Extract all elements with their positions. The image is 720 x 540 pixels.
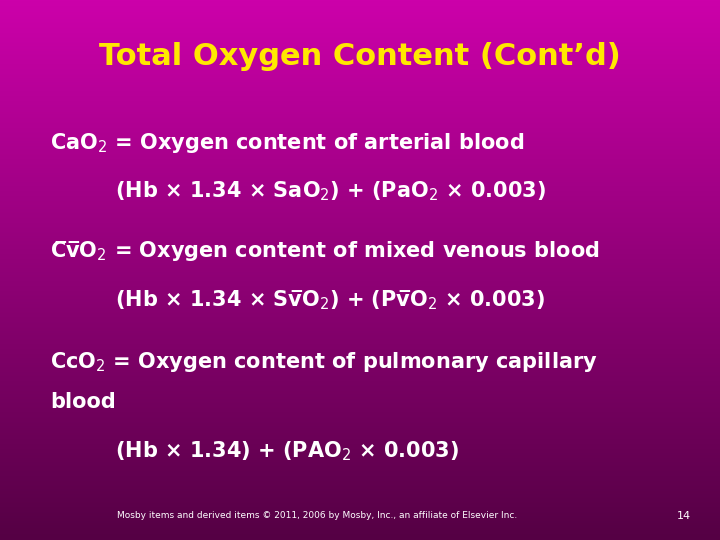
Text: Mosby items and derived items © 2011, 2006 by Mosby, Inc., an affiliate of Elsev: Mosby items and derived items © 2011, 20… (117, 511, 517, 520)
Text: CcO$_{2}$ = Oxygen content of pulmonary capillary: CcO$_{2}$ = Oxygen content of pulmonary … (50, 350, 598, 374)
Text: Total Oxygen Content (Cont’d): Total Oxygen Content (Cont’d) (99, 42, 621, 71)
Text: (Hb × 1.34) + (PAO$_{2}$ × 0.003): (Hb × 1.34) + (PAO$_{2}$ × 0.003) (50, 439, 459, 463)
Text: C̅v̅O$_{2}$ = Oxygen content of mixed venous blood: C̅v̅O$_{2}$ = Oxygen content of mixed ve… (50, 239, 600, 263)
Text: CaO$_{2}$ = Oxygen content of arterial blood: CaO$_{2}$ = Oxygen content of arterial b… (50, 131, 525, 155)
Text: (Hb × 1.34 × Sv̅O$_{2}$) + (Pv̅O$_{2}$ × 0.003): (Hb × 1.34 × Sv̅O$_{2}$) + (Pv̅O$_{2}$ ×… (50, 288, 546, 312)
Text: 14: 14 (677, 511, 691, 521)
Text: (Hb × 1.34 × SaO$_{2}$) + (PaO$_{2}$ × 0.003): (Hb × 1.34 × SaO$_{2}$) + (PaO$_{2}$ × 0… (50, 180, 546, 204)
Text: blood: blood (50, 392, 116, 413)
